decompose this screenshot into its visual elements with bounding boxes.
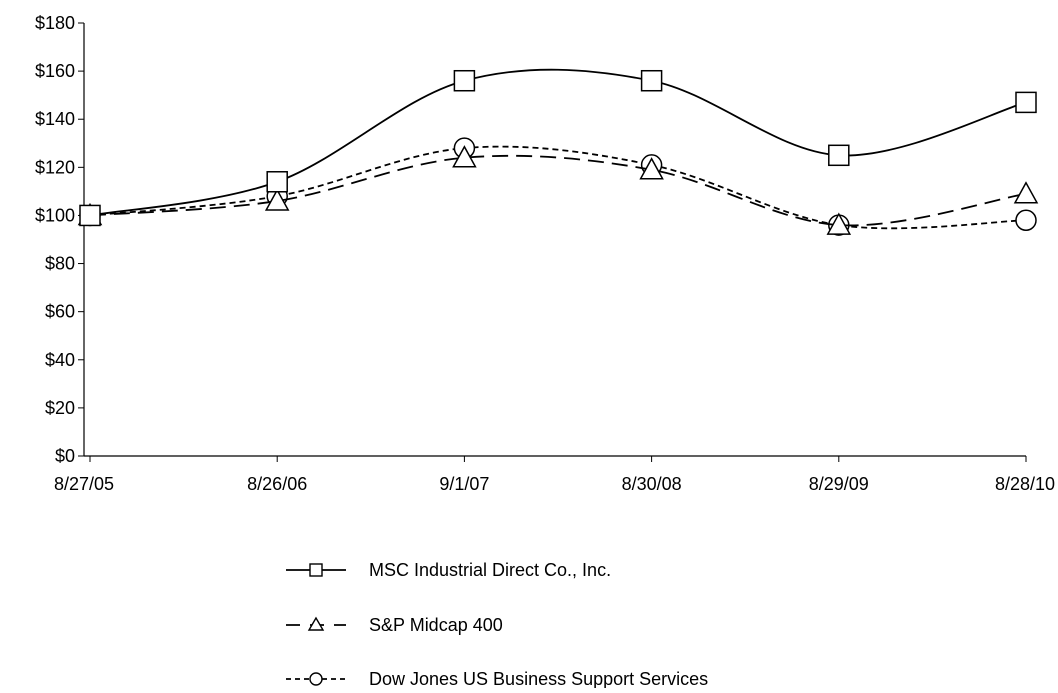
x-tick-label: 8/27/05: [54, 474, 114, 494]
series-circle: [79, 137, 1037, 236]
data-point-triangle: [264, 188, 290, 211]
x-axis-ticks: 8/27/05 8/26/06 9/1/07 8/30/08 8/29/09 8/28/1…: [54, 456, 1055, 494]
legend-label: S&P Midcap 400: [369, 615, 503, 635]
y-tick-label: $180: [35, 13, 75, 33]
legend-circle-marker: [309, 672, 323, 686]
data-point-triangle: [452, 145, 477, 168]
data-point-square: [828, 144, 850, 167]
y-tick-label: $40: [45, 350, 75, 370]
y-tick-label: $20: [45, 398, 75, 418]
legend-square-marker: [309, 563, 323, 577]
data-point-triangle: [639, 157, 664, 180]
x-tick-label: 8/28/10: [995, 474, 1055, 494]
series-line: [89, 145, 1027, 230]
x-tick-label: 9/1/07: [439, 474, 489, 494]
y-tick-label: $0: [55, 446, 75, 466]
legend-item: MSC Industrial Direct Co., Inc.: [286, 560, 611, 580]
y-axis-ticks: $0 $20 $40 $60 $80 $100 $120 $140 $160 $180: [35, 13, 84, 466]
legend-label: MSC Industrial Direct Co., Inc.: [369, 560, 611, 580]
data-point-square: [1015, 91, 1037, 114]
legend-triangle-marker: [307, 616, 325, 631]
series-line: [89, 68, 1027, 217]
y-tick-label: $120: [35, 157, 75, 177]
y-tick-label: $160: [35, 61, 75, 81]
data-point-triangle: [1013, 181, 1039, 204]
y-tick-label: $80: [45, 254, 75, 274]
y-tick-label: $140: [35, 109, 75, 129]
y-tick-label: $60: [45, 302, 75, 322]
series-square: [79, 68, 1037, 227]
series-line: [89, 154, 1027, 227]
x-tick-label: 8/30/08: [622, 474, 682, 494]
x-tick-label: 8/26/06: [247, 474, 307, 494]
series-layer: [77, 68, 1039, 236]
x-tick-label: 8/29/09: [809, 474, 869, 494]
legend-item: S&P Midcap 400: [286, 615, 503, 635]
legend-label: Dow Jones US Business Support Services: [369, 669, 708, 688]
legend-item: Dow Jones US Business Support Services: [286, 669, 708, 689]
legend: MSC Industrial Direct Co., Inc. S&P Midca…: [286, 560, 708, 689]
data-point-square: [640, 69, 663, 92]
data-point-triangle: [826, 212, 852, 235]
data-point-square: [266, 171, 288, 193]
y-tick-label: $100: [35, 205, 75, 225]
data-point-circle: [1015, 209, 1037, 232]
data-point-square: [79, 204, 101, 227]
series-triangle: [77, 145, 1039, 235]
axes: [83, 23, 1026, 457]
data-point-square: [453, 69, 476, 92]
